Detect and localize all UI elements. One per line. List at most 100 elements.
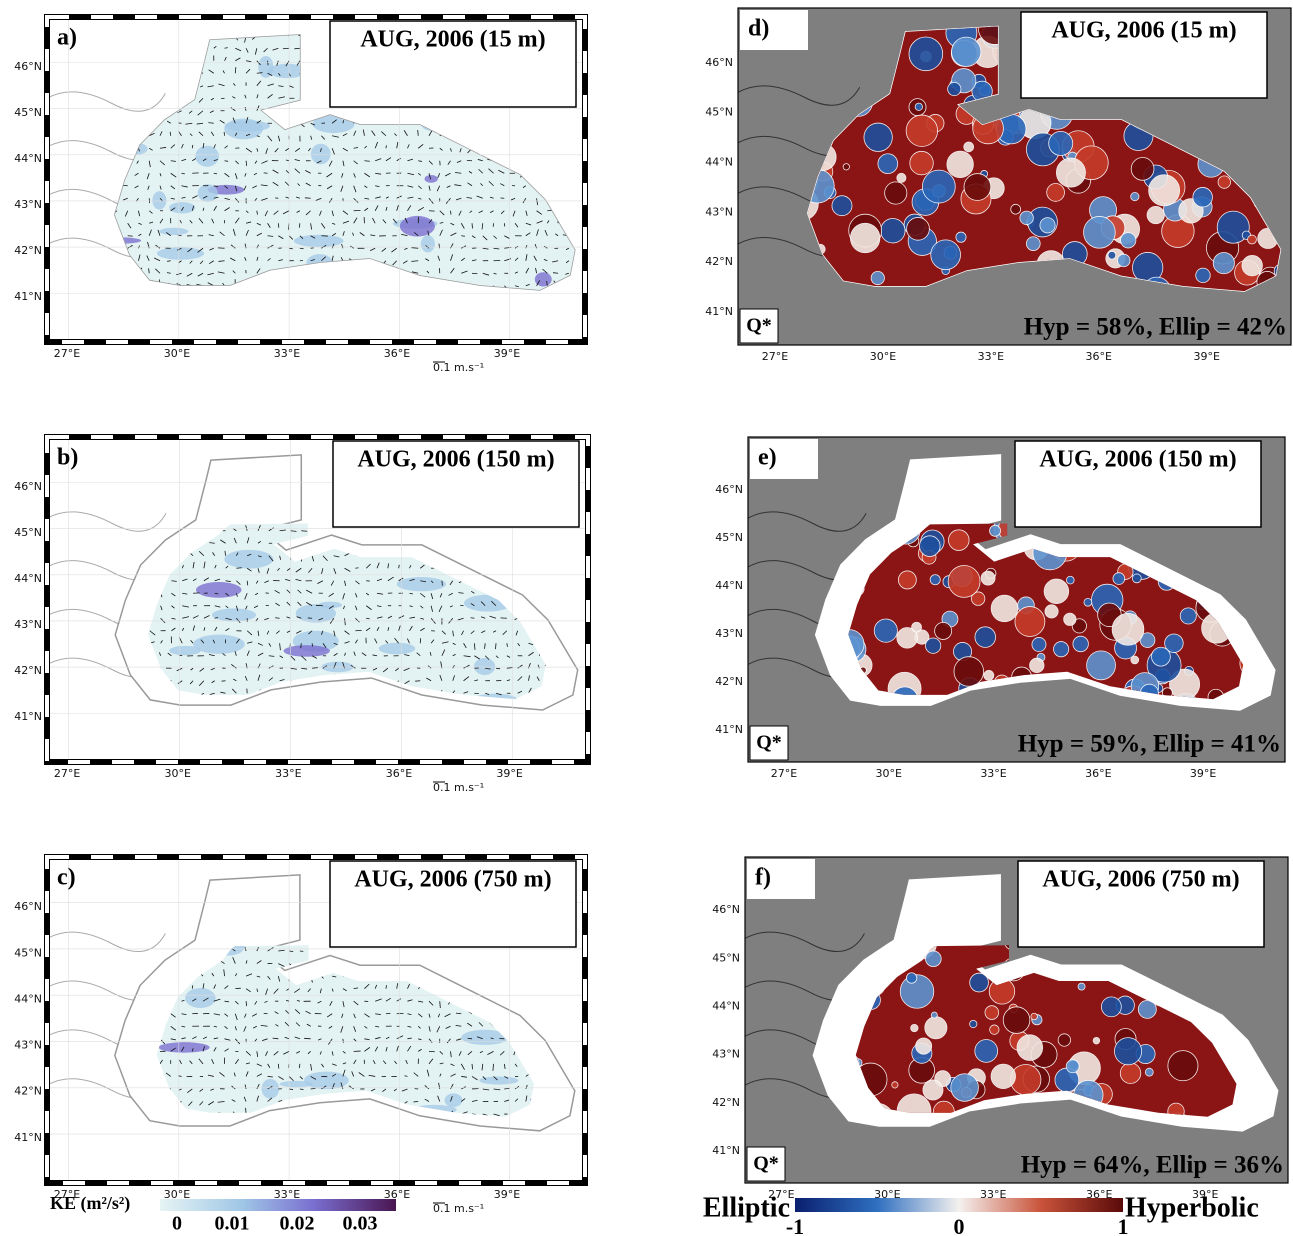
velocity-arrow — [553, 273, 558, 274]
lon-label: 36°E — [386, 767, 412, 780]
panel-title: AUG, 2006 (150 m) — [357, 447, 554, 473]
ke-patch — [262, 1079, 280, 1099]
eddy — [1147, 206, 1164, 223]
panel-label: c) — [57, 865, 76, 891]
lat-label: 41°N — [715, 723, 743, 736]
ke-patch — [157, 247, 204, 259]
eddy — [952, 37, 981, 66]
ke-patch — [445, 1093, 463, 1107]
eddy — [1084, 598, 1092, 606]
ke-patch — [479, 1076, 518, 1084]
panel-label: b) — [57, 445, 78, 471]
eddy — [885, 182, 907, 204]
ke-patch — [212, 608, 256, 621]
ke-patch — [474, 658, 495, 675]
velocity-arrow — [225, 48, 228, 49]
eddy — [832, 196, 852, 216]
eddy — [1196, 268, 1211, 283]
lon-label: 39°E — [1193, 350, 1219, 363]
eddy — [1030, 658, 1044, 672]
velocity-arrow — [235, 67, 236, 73]
velocity-arrow — [472, 1064, 473, 1069]
panel-title: AUG, 2006 (150 m) — [1039, 447, 1236, 473]
eddy — [898, 571, 916, 589]
eddy — [878, 154, 898, 174]
eddy — [930, 575, 940, 585]
eddy — [923, 1080, 943, 1100]
eddy — [1180, 608, 1196, 624]
lat-label: 45°N — [14, 106, 42, 119]
eddy — [1131, 192, 1139, 200]
lat-label: 46°N — [14, 900, 42, 913]
lon-label: 27°E — [771, 767, 797, 780]
q-label: Q* — [746, 315, 772, 337]
eddy — [1093, 1037, 1100, 1044]
eddy — [1064, 613, 1076, 625]
eddy — [1045, 605, 1058, 618]
eddy — [954, 657, 984, 687]
velocity-arrow — [167, 261, 171, 262]
lat-label: 45°N — [705, 106, 733, 119]
eddy — [964, 142, 974, 152]
eddy — [964, 174, 991, 201]
eddy — [925, 638, 940, 653]
eddy — [991, 1064, 1015, 1088]
velocity-arrow — [192, 985, 193, 988]
ke-patch — [193, 635, 245, 654]
lat-label: 46°N — [14, 480, 42, 493]
lat-label: 44°N — [715, 579, 743, 592]
velocity-arrow — [495, 643, 496, 649]
ke-patch — [318, 602, 341, 609]
eddy — [1015, 607, 1045, 637]
lat-label: 42°N — [14, 244, 42, 257]
lon-label: 27°E — [762, 350, 788, 363]
eddy — [1132, 574, 1141, 583]
lon-label: 30°E — [870, 350, 896, 363]
ke-patch — [195, 146, 219, 167]
velocity-arrow — [301, 531, 307, 532]
velocity-arrow — [300, 248, 304, 249]
lat-label: 42°N — [14, 1085, 42, 1098]
ke-patch — [224, 550, 273, 569]
eddy — [912, 622, 922, 632]
velocity-arrow — [460, 605, 463, 606]
lat-label: 42°N — [705, 255, 733, 268]
stats: Hyp = 58%, Ellip = 42% — [1024, 314, 1287, 341]
eddy — [1053, 642, 1068, 657]
eddy — [881, 218, 905, 242]
eddy — [1031, 1013, 1038, 1020]
eddy — [970, 1020, 977, 1027]
eddy — [1066, 576, 1074, 584]
lat-label: 45°N — [715, 531, 743, 544]
eddy — [871, 271, 884, 284]
eddy — [1168, 1051, 1198, 1081]
eddy — [990, 1025, 999, 1034]
velocity-arrow — [300, 1089, 304, 1090]
lon-label: 39°E — [1190, 767, 1216, 780]
velocity-arrow — [504, 223, 505, 226]
eddy — [909, 37, 943, 71]
ke-patch — [397, 577, 446, 591]
eddy — [1049, 131, 1073, 155]
eddy — [925, 1017, 947, 1039]
eddy — [864, 123, 892, 151]
eddy — [897, 173, 906, 182]
lon-label: 33°E — [978, 350, 1004, 363]
eddy — [892, 1082, 898, 1088]
velocity-arrow — [411, 248, 418, 249]
eddy — [1218, 176, 1230, 188]
eddy — [1113, 573, 1125, 585]
velocity-arrow — [471, 618, 475, 619]
ke-patch — [169, 202, 195, 213]
eddy — [1131, 158, 1154, 181]
eddy — [956, 232, 966, 242]
ke-patch — [196, 582, 242, 598]
lat-label: 43°N — [715, 627, 743, 640]
eddy — [910, 151, 933, 174]
lat-label: 43°N — [14, 1039, 42, 1052]
ke-patch — [198, 184, 218, 202]
eddy — [1078, 983, 1085, 990]
velocity-arrow — [418, 130, 419, 136]
